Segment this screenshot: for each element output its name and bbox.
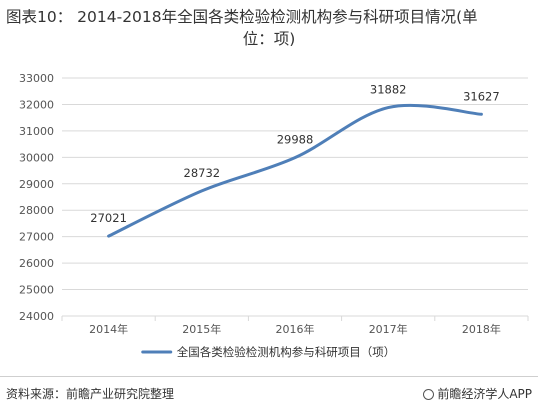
brand-label: 前瞻经济学人APP [423,385,532,402]
x-tick-label: 2017年 [369,322,408,336]
x-tick-label: 2014年 [89,322,128,336]
data-point [200,189,203,192]
data-point [107,235,110,238]
y-tick-label: 32000 [19,98,54,111]
brand-name: 前瞻经济学人APP [437,387,532,401]
footer-divider [0,376,538,377]
data-label: 29988 [277,133,314,147]
brand-logo-icon [423,389,435,400]
chart-title-line1: 图表10： 2014-2018年全国各类检验检测机构参与科研项目情况(单 [6,8,478,26]
y-tick-label: 27000 [19,231,54,244]
x-tick-label: 2015年 [182,322,221,336]
data-label: 31627 [463,89,500,103]
y-tick-label: 25000 [19,284,54,297]
data-label: 27021 [90,211,127,225]
data-point [387,106,390,109]
source-note: 资料来源：前瞻产业研究院整理 [6,387,175,401]
y-tick-label: 28000 [19,204,54,217]
chart-title: 图表10： 2014-2018年全国各类检验检测机构参与科研项目情况(单 位：项… [6,6,532,50]
y-tick-label: 29000 [19,178,54,191]
y-tick-label: 33000 [19,72,54,85]
chart-title-line2: 位：项) [242,30,296,48]
x-tick-label: 2016年 [276,322,315,336]
legend-label: 全国各类检验检测机构参与科研项目（项） [177,345,396,359]
data-point [480,113,483,116]
data-point [294,156,297,159]
y-tick-label: 30000 [19,151,54,164]
data-label: 31882 [370,83,407,97]
x-tick-label: 2018年 [462,322,501,336]
y-tick-label: 24000 [19,310,54,323]
y-tick-label: 26000 [19,257,54,270]
y-tick-label: 31000 [19,125,54,138]
line-chart: 24000 25000 26000 27000 28000 29000 30000 31000… [19,72,529,359]
data-label: 28732 [184,166,221,180]
series-line [107,103,483,238]
